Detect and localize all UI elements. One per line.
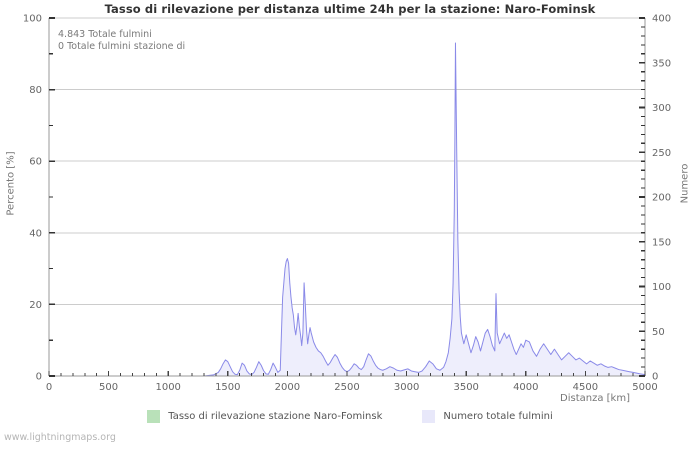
- chart-legend: Tasso di rilevazione stazione Naro-Fomin…: [0, 410, 700, 423]
- legend-swatch-total-strokes: [422, 410, 436, 423]
- svg-text:1000: 1000: [155, 382, 180, 393]
- svg-text:0: 0: [46, 382, 52, 393]
- svg-text:3000: 3000: [394, 382, 419, 393]
- svg-text:60: 60: [29, 157, 42, 168]
- legend-item-detection-rate: Tasso di rilevazione stazione Naro-Fomin…: [147, 410, 382, 423]
- svg-text:3500: 3500: [453, 382, 478, 393]
- svg-text:4500: 4500: [573, 382, 598, 393]
- svg-text:100: 100: [23, 14, 42, 25]
- svg-text:80: 80: [29, 85, 42, 96]
- svg-text:100: 100: [652, 282, 671, 293]
- svg-text:20: 20: [29, 300, 42, 311]
- svg-text:250: 250: [652, 148, 671, 159]
- y-axis-label-left: Percento [%]: [5, 151, 17, 216]
- legend-label-detection-rate: Tasso di rilevazione stazione Naro-Fomin…: [168, 411, 383, 422]
- x-axis-label: Distanza [km]: [560, 393, 630, 404]
- svg-text:150: 150: [652, 237, 671, 248]
- y-axis-label-right: Numero: [679, 163, 691, 204]
- svg-text:350: 350: [652, 58, 671, 69]
- chart-title: Tasso di rilevazione per distanza ultime…: [104, 2, 596, 16]
- annotation-total-strokes: 4.843 Totale fulmini: [58, 29, 152, 40]
- svg-text:50: 50: [652, 327, 665, 338]
- svg-text:40: 40: [29, 228, 42, 239]
- svg-text:4000: 4000: [513, 382, 538, 393]
- svg-text:2000: 2000: [275, 382, 300, 393]
- svg-text:1500: 1500: [215, 382, 240, 393]
- svg-text:0: 0: [652, 372, 658, 383]
- legend-label-total-strokes: Numero totale fulmini: [443, 411, 553, 422]
- svg-text:0: 0: [36, 372, 42, 383]
- svg-text:400: 400: [652, 14, 671, 25]
- svg-text:2500: 2500: [334, 382, 359, 393]
- legend-item-total-strokes: Numero totale fulmini: [422, 410, 553, 423]
- site-watermark: www.lightningmaps.org: [4, 432, 116, 443]
- legend-swatch-detection-rate: [147, 410, 161, 423]
- svg-text:5000: 5000: [632, 382, 657, 393]
- svg-text:500: 500: [99, 382, 118, 393]
- annotation-station-strokes: 0 Totale fulmini stazione di: [58, 41, 186, 52]
- svg-text:300: 300: [652, 103, 671, 114]
- svg-text:200: 200: [652, 193, 671, 204]
